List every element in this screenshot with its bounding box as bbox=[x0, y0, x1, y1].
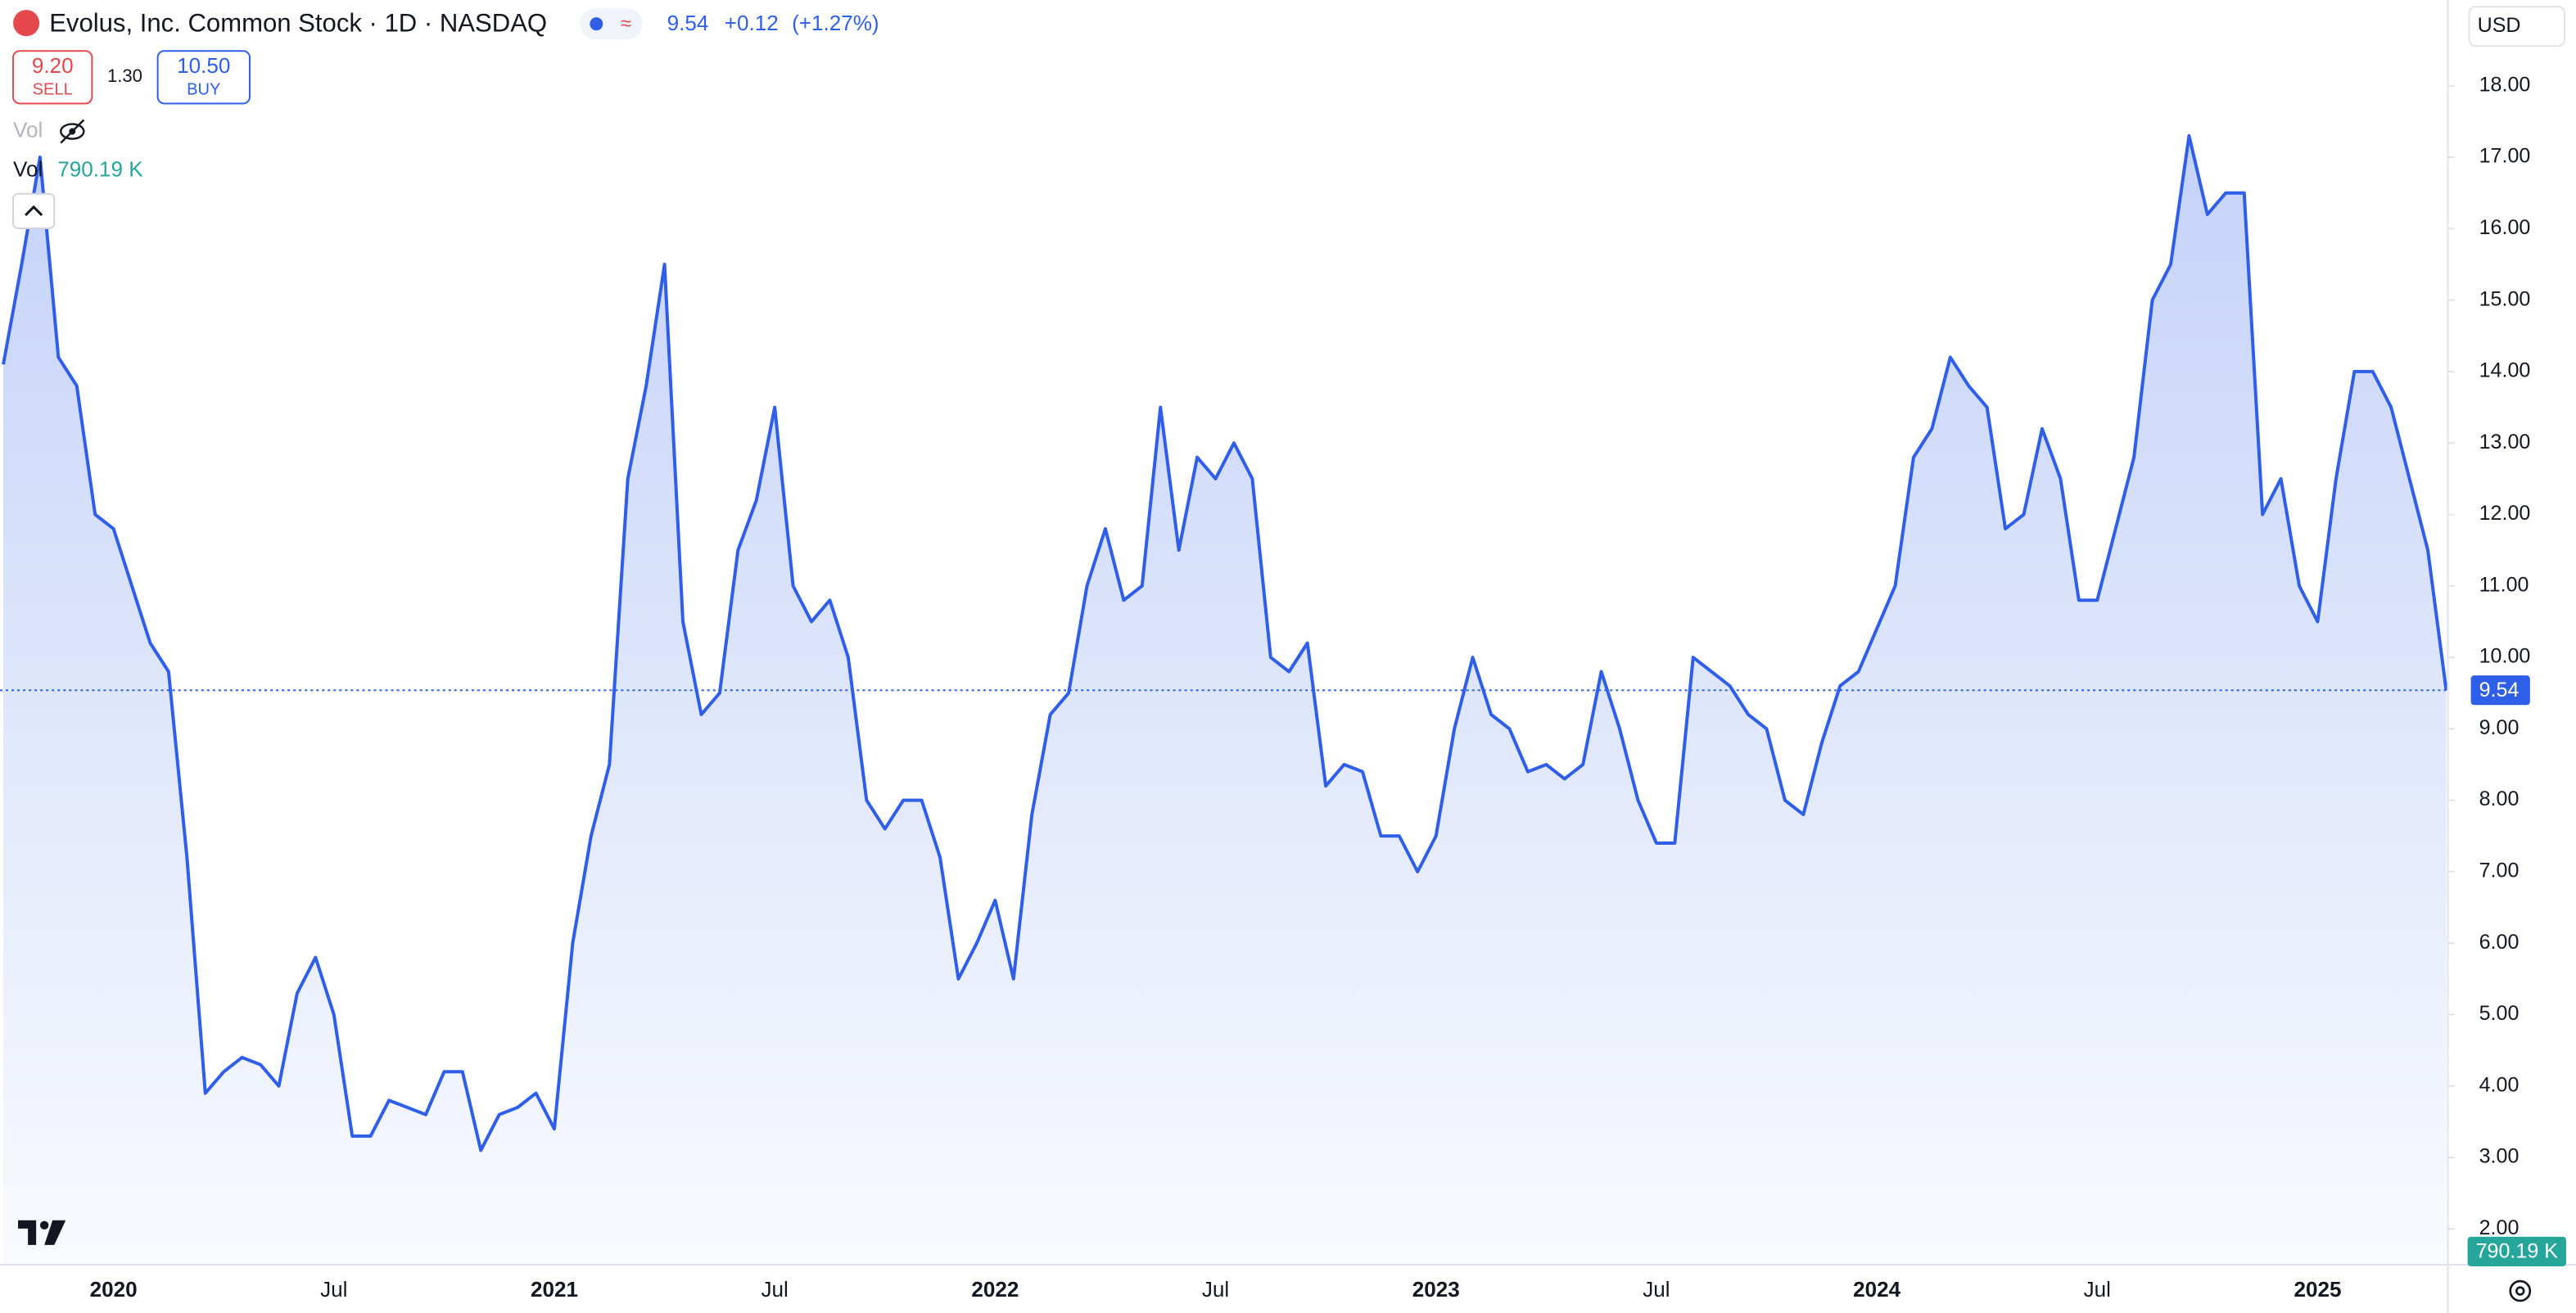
buy-price: 10.50 bbox=[177, 53, 230, 78]
plot-area bbox=[2, 133, 2448, 1265]
y-tick-label: 8.00 bbox=[2479, 787, 2520, 810]
chart-title: Evolus, Inc. Common Stock · 1D · NASDAQ bbox=[49, 8, 547, 37]
volume-value: 790.19 K bbox=[57, 157, 143, 182]
last-price: 9.54 bbox=[667, 11, 709, 35]
x-tick-label: 2024 bbox=[1853, 1277, 1901, 1302]
sell-button[interactable] bbox=[12, 50, 93, 105]
y-tick-label: 16.00 bbox=[2479, 216, 2531, 239]
volume-legend-hidden: Vol bbox=[13, 117, 43, 142]
x-tick-label: Jul bbox=[320, 1277, 347, 1302]
area-fill bbox=[3, 135, 2447, 1265]
buy-label: BUY bbox=[187, 81, 220, 99]
y-tick-label: 11.00 bbox=[2479, 573, 2529, 596]
collapse-icon bbox=[25, 205, 43, 216]
y-tick-label: 6.00 bbox=[2479, 931, 2520, 954]
symbol-logo bbox=[13, 10, 40, 37]
status-badge[interactable] bbox=[580, 8, 643, 40]
collapse-button[interactable] bbox=[12, 192, 56, 229]
settings-button[interactable] bbox=[2509, 1279, 2532, 1302]
y-tick-label: 15.00 bbox=[2479, 287, 2531, 310]
x-tick-label: 2020 bbox=[90, 1277, 138, 1302]
y-tick-label: 4.00 bbox=[2479, 1073, 2520, 1096]
x-tick-label: 2022 bbox=[971, 1277, 1019, 1302]
volume-axis-label: 790.19 K bbox=[2476, 1240, 2559, 1263]
y-tick-label: 18.00 bbox=[2479, 73, 2531, 96]
x-tick-label: Jul bbox=[1202, 1277, 1229, 1302]
y-tick-label: 7.00 bbox=[2479, 860, 2520, 882]
currency-button[interactable] bbox=[2468, 6, 2565, 47]
y-tick-label: 3.00 bbox=[2479, 1145, 2520, 1168]
y-tick-label: 12.00 bbox=[2479, 502, 2531, 525]
last-price-box bbox=[2470, 675, 2530, 706]
y-tick-label: 13.00 bbox=[2479, 431, 2531, 453]
x-tick-label: Jul bbox=[2084, 1277, 2111, 1302]
sell-price: 9.20 bbox=[32, 53, 74, 78]
volume-box bbox=[2467, 1236, 2566, 1266]
x-tick-label: 2025 bbox=[2294, 1277, 2341, 1302]
delay-icon: ≈ bbox=[621, 13, 631, 35]
y-tick-label: 17.00 bbox=[2479, 145, 2531, 168]
last-price-label: 9.54 bbox=[2479, 679, 2520, 702]
x-tick-label: Jul bbox=[1643, 1277, 1670, 1302]
tradingview-logo bbox=[18, 1220, 66, 1245]
buy-button[interactable] bbox=[156, 50, 251, 105]
y-tick-label: 2.00 bbox=[2479, 1216, 2520, 1239]
visibility-toggle[interactable] bbox=[60, 119, 85, 144]
price-line bbox=[2, 133, 2448, 1153]
x-tick-label: Jul bbox=[761, 1277, 788, 1302]
currency: USD bbox=[2478, 14, 2521, 37]
x-tick-label: 2021 bbox=[531, 1277, 578, 1302]
y-tick-label: 10.00 bbox=[2479, 645, 2531, 668]
y-tick-label: 14.00 bbox=[2479, 359, 2531, 382]
price-change-percent: (+1.27%) bbox=[792, 11, 879, 35]
spread: 1.30 bbox=[107, 65, 142, 86]
market-status-icon bbox=[590, 17, 603, 31]
volume-legend: Vol bbox=[13, 157, 43, 182]
y-tick-label: 9.00 bbox=[2479, 716, 2520, 739]
price-change: +0.12 bbox=[725, 11, 779, 35]
sell-label: SELL bbox=[33, 81, 73, 99]
x-tick-label: 2023 bbox=[1412, 1277, 1460, 1302]
y-tick-label: 5.00 bbox=[2479, 1002, 2520, 1025]
